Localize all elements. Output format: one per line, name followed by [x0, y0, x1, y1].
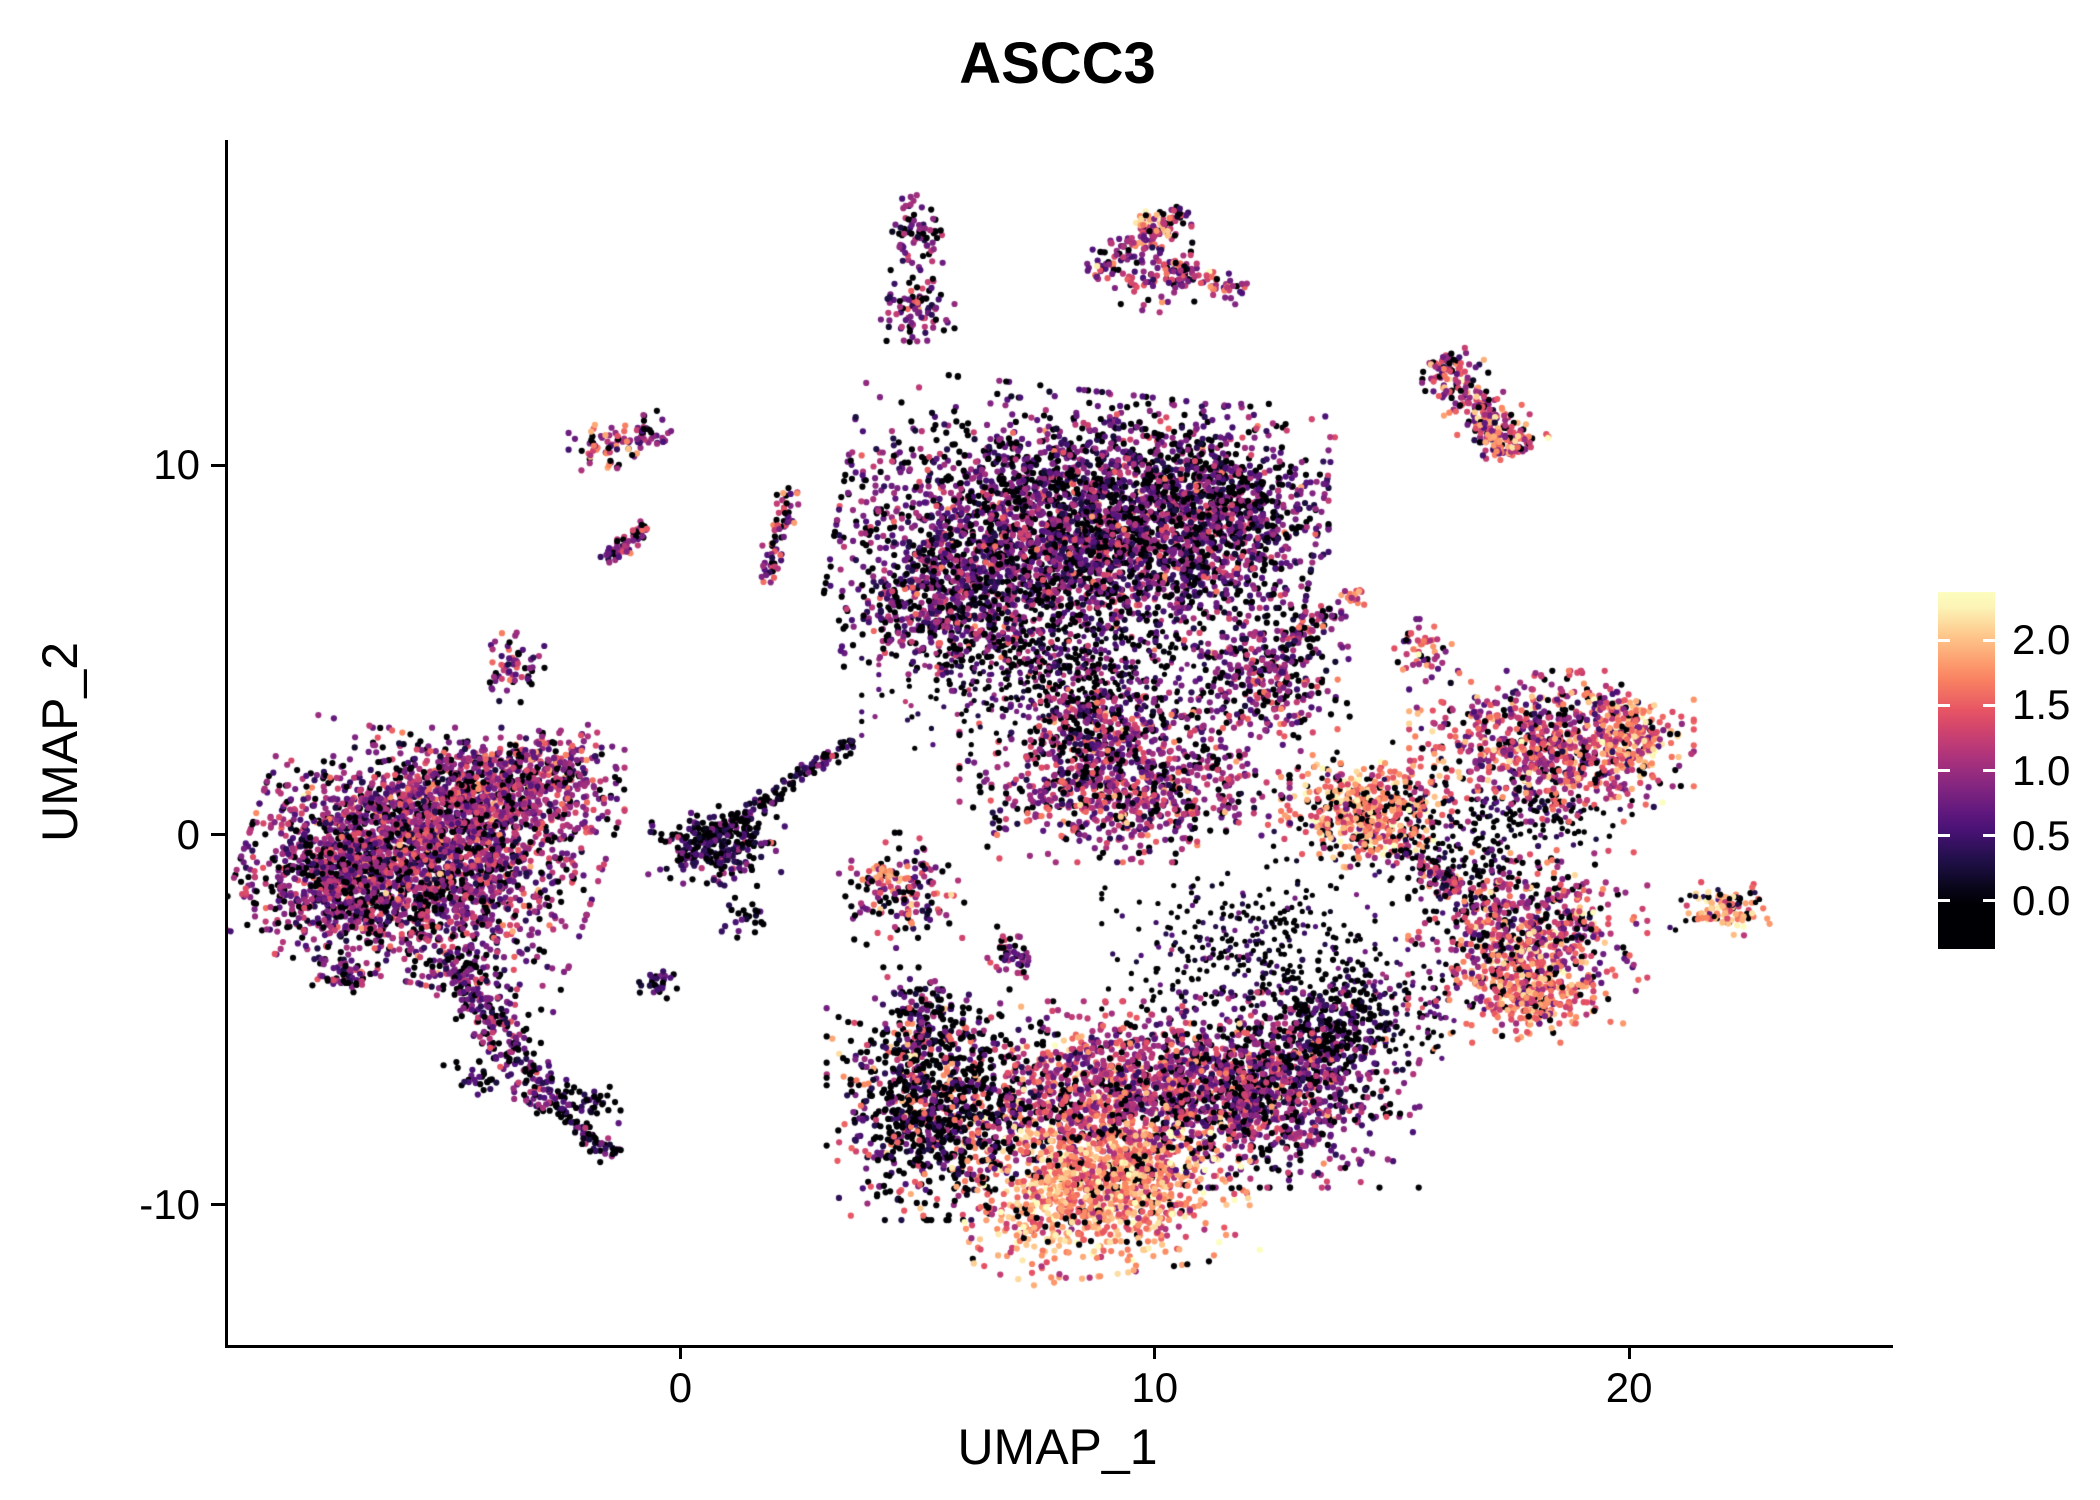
- colorbar-tick-mark: [1938, 899, 1950, 903]
- colorbar-tick-label: 2.0: [2012, 616, 2071, 664]
- colorbar-tick-mark: [1938, 769, 1950, 772]
- colorbar-tick-label: 1.0: [2012, 746, 2071, 794]
- x-tick-label: 0: [668, 1364, 693, 1411]
- x-axis-label: UMAP_1: [957, 1419, 1158, 1475]
- plot-title: ASCC3: [959, 31, 1156, 96]
- colorbar-tick-mark: [1938, 703, 1950, 707]
- colorbar-tick-mark: [1983, 638, 1995, 642]
- colorbar-tick-mark: [1983, 834, 1995, 838]
- y-tick-mark: [211, 1203, 225, 1207]
- x-tick-label: 20: [1605, 1364, 1653, 1411]
- colorbar-tick-mark: [1983, 769, 1995, 772]
- x-tick-label: 10: [1131, 1364, 1179, 1411]
- x-tick-mark: [678, 1345, 682, 1359]
- y-tick-label: 10: [153, 441, 200, 489]
- umap-scatter-canvas: [228, 140, 1893, 1345]
- y-tick-mark: [211, 833, 225, 837]
- x-tick-mark: [1627, 1345, 1631, 1359]
- colorbar-tick-label: 0.5: [2012, 811, 2071, 859]
- colorbar-tick-mark: [1983, 899, 1995, 903]
- colorbar-tick-mark: [1938, 834, 1950, 838]
- plot-panel: [225, 140, 1893, 1348]
- colorbar-tick-label: 0.0: [2012, 876, 2071, 924]
- y-tick-label: 0: [176, 810, 200, 858]
- colorbar-tick-mark: [1938, 638, 1950, 642]
- x-tick-mark: [1153, 1345, 1157, 1359]
- y-tick-label: -10: [139, 1180, 200, 1228]
- colorbar-tick-mark: [1983, 703, 1995, 707]
- colorbar-tick-label: 1.5: [2012, 681, 2071, 729]
- y-tick-mark: [211, 463, 225, 467]
